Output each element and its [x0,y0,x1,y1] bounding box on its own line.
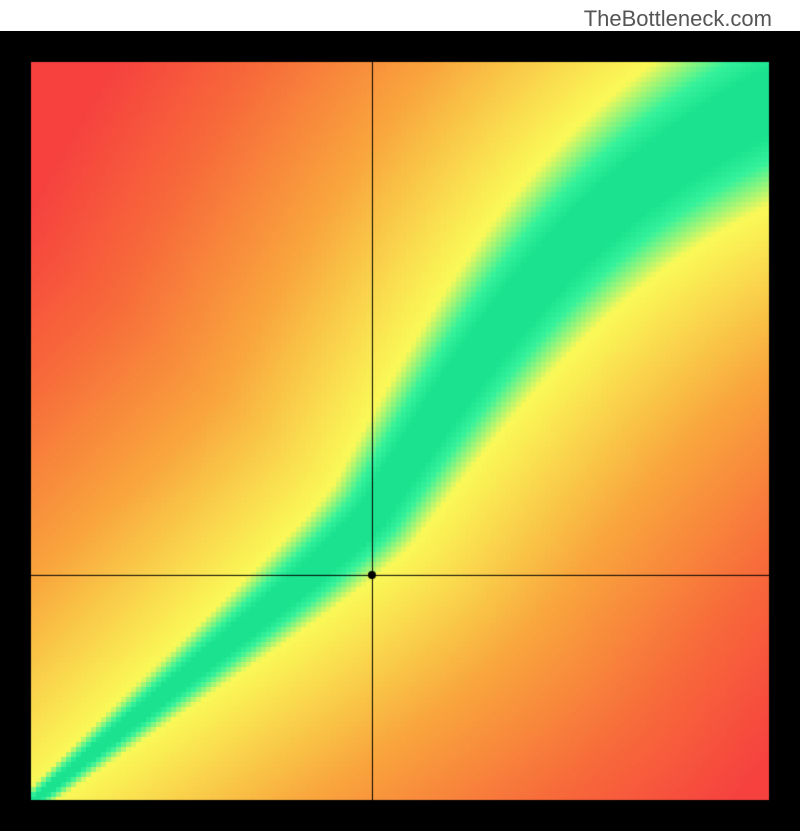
heatmap-canvas [0,31,800,831]
bottleneck-heatmap [0,31,800,831]
chart-container: TheBottleneck.com [0,0,800,800]
watermark-text: TheBottleneck.com [584,6,772,32]
